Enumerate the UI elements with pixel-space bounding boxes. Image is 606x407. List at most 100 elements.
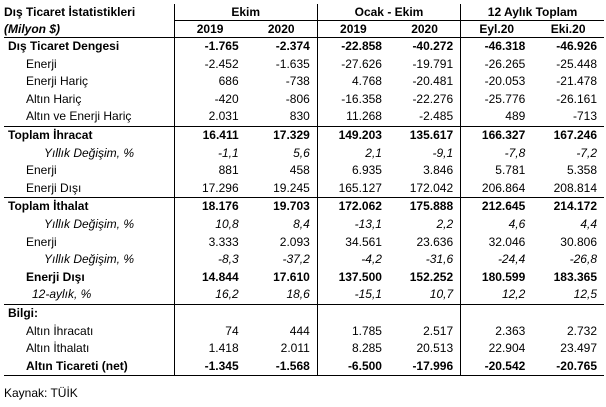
- value-cell: -1,1: [173, 144, 246, 163]
- row-label: Enerji Dışı: [26, 269, 85, 284]
- row-label: Altın ve Enerji Hariç: [26, 109, 132, 124]
- value-cell: 489: [460, 108, 533, 127]
- value-cell: -27.626: [316, 55, 389, 74]
- row-label: Enerji: [26, 234, 57, 249]
- value-cell: 2.093: [279, 234, 310, 249]
- value-cell: [532, 303, 604, 323]
- value-cell: 458: [289, 163, 310, 178]
- table-row: Yıllık Değişim, % -1,1 5,6 2,1 -9,1 -7,8 -7,2: [4, 144, 604, 163]
- value-cell: 10,7: [429, 287, 454, 302]
- value-cell: 19.245: [273, 180, 310, 195]
- value-cell: 5.358: [566, 163, 597, 178]
- value-cell: 4,4: [580, 216, 597, 231]
- value-cell: 149.203: [316, 125, 389, 145]
- table-row: Bilgi:: [4, 303, 604, 323]
- value-cell: -1.345: [173, 357, 246, 377]
- year-header: Eki.20: [532, 20, 604, 38]
- year-header: 2020: [388, 20, 461, 38]
- value-cell: 2,1: [316, 144, 389, 163]
- value-cell: 183.365: [553, 269, 597, 284]
- value-cell: 166.327: [460, 125, 533, 145]
- value-cell: -4,2: [316, 251, 389, 269]
- value-cell: -2.452: [173, 55, 246, 74]
- value-cell: [316, 303, 389, 323]
- value-cell: -17.996: [388, 357, 461, 377]
- value-cell: 20.513: [416, 341, 454, 356]
- row-label: Altın Hariç: [26, 91, 82, 106]
- value-cell: -806: [285, 91, 310, 106]
- value-cell: 11.268: [316, 108, 389, 127]
- value-cell: -37,2: [282, 252, 310, 267]
- value-cell: -9,1: [432, 145, 454, 160]
- table-row: 12-aylık, % 16,2 18,6 -15,1 10,7 12,2 12,5: [4, 286, 604, 305]
- value-cell: -25.776: [460, 90, 533, 109]
- value-cell: 172.062: [316, 197, 389, 216]
- value-cell: 74: [173, 322, 246, 341]
- value-cell: 167.246: [532, 125, 604, 145]
- value-cell: 8,4: [293, 216, 310, 231]
- row-label: Toplam İhracat: [4, 125, 174, 145]
- row-label: Dış Ticaret Dengesi: [8, 39, 120, 53]
- value-cell: -2.374: [275, 39, 310, 53]
- value-cell: 2.031: [173, 108, 246, 127]
- row-label: Enerji: [26, 163, 57, 178]
- table-row: Altın İhracatı 74 444 1.785 2.517 2.363 2.732: [4, 322, 604, 341]
- value-cell: -8,3: [173, 251, 246, 269]
- value-cell: 22.904: [460, 340, 533, 358]
- value-cell: 16.411: [173, 125, 246, 145]
- table-row: Altın ve Enerji Hariç 2.031 830 11.268 -2.48…: [4, 108, 604, 127]
- value-cell: -13,1: [316, 215, 389, 234]
- value-cell: -26.161: [556, 91, 597, 106]
- row-label: Toplam İthalat: [4, 197, 174, 216]
- value-cell: -16.358: [316, 90, 389, 109]
- value-cell: 3.846: [423, 163, 454, 178]
- year-header: 2020: [245, 20, 318, 38]
- value-cell: -15,1: [316, 286, 389, 305]
- value-cell: -1.635: [275, 56, 310, 71]
- value-cell: 19.703: [245, 197, 318, 216]
- row-label: Bilgi:: [4, 303, 174, 323]
- trade-statistics-table-container: Dış Ticaret İstatistikleri Ekim Ocak - E…: [4, 4, 604, 377]
- table-row: Toplam İthalat 18.176 19.703 172.062 175.888…: [4, 197, 604, 216]
- value-cell: 206.864: [460, 179, 533, 198]
- value-cell: -738: [285, 74, 310, 89]
- row-label: Enerji: [26, 56, 57, 71]
- table-row: Dış Ticaret Dengesi -1.765 -2.374 -22.858 -4…: [4, 37, 604, 56]
- row-label: Altın İthalatı: [26, 341, 90, 356]
- value-cell: -20.053: [460, 73, 533, 91]
- table-row: Toplam İhracat 16.411 17.329 149.203 135.617…: [4, 125, 604, 145]
- value-cell: 17.329: [245, 125, 318, 145]
- value-cell: [173, 303, 246, 323]
- value-cell: -22.276: [412, 91, 454, 106]
- table-row: Enerji 881 458 6.935 3.846 5.781 5.358: [4, 162, 604, 180]
- value-cell: 2.011: [280, 341, 310, 356]
- value-cell: -713: [572, 109, 597, 124]
- value-cell: 12,5: [573, 287, 597, 302]
- value-cell: 165.127: [316, 179, 389, 198]
- row-label: Yıllık Değişim, %: [44, 252, 135, 267]
- value-cell: -19.791: [412, 56, 454, 71]
- header-group-row: Dış Ticaret İstatistikleri Ekim Ocak - E…: [4, 4, 604, 21]
- source-note: Kaynak: TÜİK: [4, 386, 78, 400]
- value-cell: 17.610: [273, 269, 310, 284]
- table-title: Dış Ticaret İstatistikleri: [4, 5, 136, 20]
- value-cell: -40.272: [412, 39, 454, 53]
- value-cell: 30.806: [560, 234, 597, 249]
- value-cell: 152.252: [409, 269, 454, 284]
- value-cell: 180.599: [460, 268, 533, 287]
- value-cell: 23.636: [416, 234, 454, 249]
- value-cell: 135.617: [388, 125, 461, 145]
- value-cell: -31,6: [425, 252, 454, 267]
- value-cell: 17.296: [173, 179, 246, 198]
- year-header: 2019: [316, 20, 389, 38]
- value-cell: 32.046: [460, 233, 533, 252]
- table-row: Enerji 3.333 2.093 34.561 23.636 32.046 30.806: [4, 233, 604, 252]
- group-header-12-aylik: 12 Aylık Toplam: [460, 4, 604, 21]
- value-cell: -22.858: [316, 37, 389, 56]
- row-label: Yıllık Değişim, %: [44, 145, 135, 160]
- table-row: Enerji Hariç 686 -738 4.768 -20.481 -20.053 -2…: [4, 73, 604, 91]
- value-cell: 2.517: [423, 323, 454, 338]
- value-cell: -20.481: [412, 74, 454, 89]
- row-label: 12-aylık, %: [32, 287, 92, 302]
- value-cell: 12,2: [460, 286, 533, 305]
